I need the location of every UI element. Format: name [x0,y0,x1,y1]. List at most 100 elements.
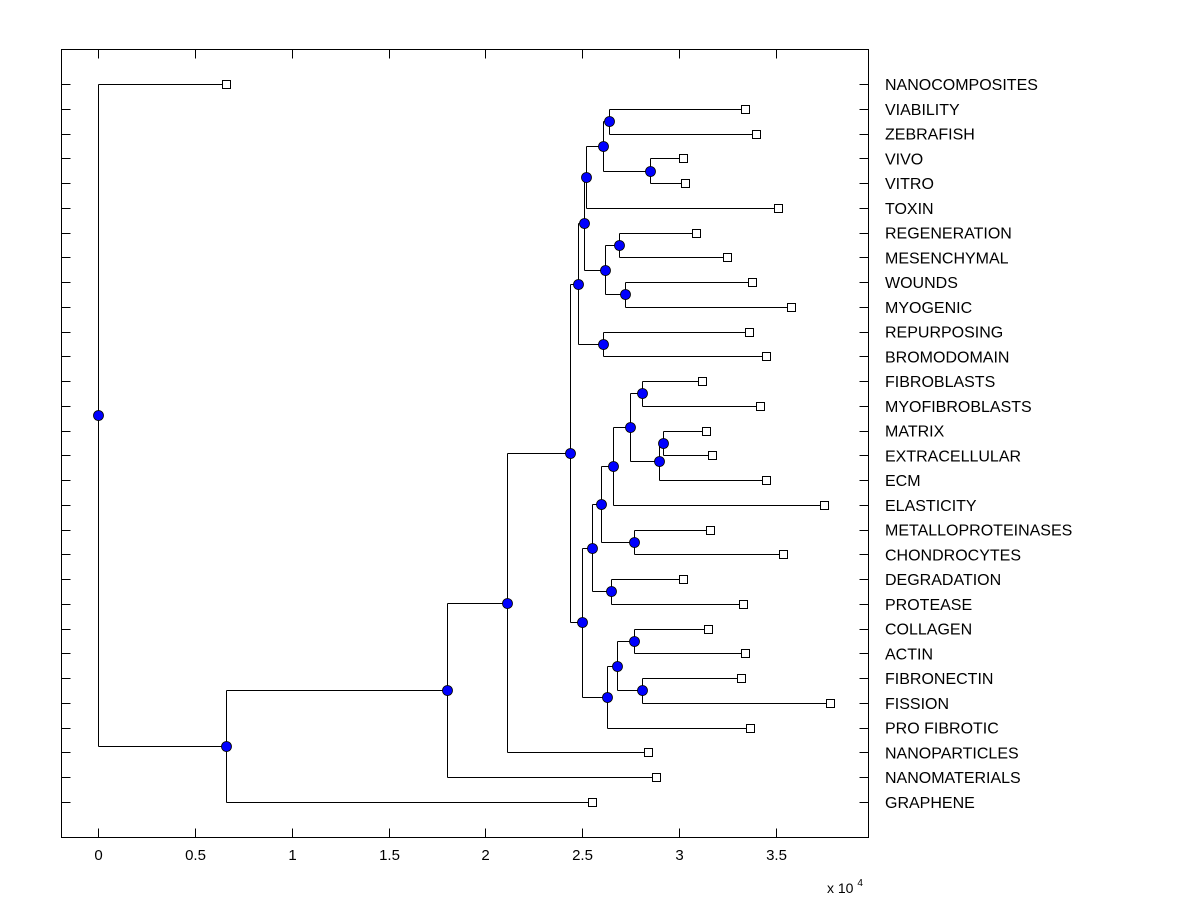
leaf-label: REGENERATION [885,226,1012,243]
leaf-marker [692,229,701,238]
leaf-marker [745,328,754,337]
node-marker [596,499,607,510]
node-marker [600,265,611,276]
leaf-label: COLLAGEN [885,622,972,639]
node-marker [629,636,640,647]
node-marker [654,456,665,467]
leaf-label: WOUNDS [885,275,958,292]
leaf-marker [820,501,829,510]
leaf-label: NANOMATERIALS [885,770,1021,787]
node-marker [620,289,631,300]
leaf-marker [644,748,653,757]
x-tick-label: 3.5 [766,847,787,864]
node-marker [625,422,636,433]
node-marker [502,598,513,609]
leaf-marker [737,674,746,683]
leaf-label: FIBROBLASTS [885,374,995,391]
leaf-marker [698,377,707,386]
leaf-label: MYOGENIC [885,300,972,317]
leaf-label: VIABILITY [885,102,960,119]
leaf-label: MATRIX [885,424,945,441]
leaf-label: ACTIN [885,646,933,663]
leaf-marker [222,80,231,89]
node-marker [579,218,590,229]
leaf-label: REPURPOSING [885,325,1003,342]
leaf-marker [741,649,750,658]
node-marker [221,741,232,752]
x-multiplier-exponent: 4 [857,878,863,889]
x-tick-labels: 0 0.5 1 1.5 2 2.5 3 3.5 [94,847,787,864]
leaf-marker [752,130,761,139]
leaf-marker [826,699,835,708]
x-tick-label: 3 [675,847,683,864]
x-multiplier-base: x 10 [827,880,854,896]
leaf-marker [746,724,755,733]
node-marker [606,586,617,597]
node-marker [612,661,623,672]
node-marker [565,448,576,459]
leaf-label: VITRO [885,176,934,193]
leaf-label: TOXIN [885,201,934,218]
leaf-marker [762,476,771,485]
leaf-label: PROTEASE [885,597,972,614]
node-marker [637,685,648,696]
leaf-label: CHONDROCYTES [885,547,1021,564]
leaf-marker [681,179,690,188]
node-marker [598,339,609,350]
leaf-marker [679,575,688,584]
leaf-label: DEGRADATION [885,572,1001,589]
node-marker [637,388,648,399]
leaf-marker [706,526,715,535]
leaf-marker [723,253,732,262]
node-marker [658,438,669,449]
leaf-label: ZEBRAFISH [885,127,975,144]
node-marker [602,692,613,703]
leaf-marker [774,204,783,213]
node-marker [608,461,619,472]
node-marker [573,279,584,290]
leaf-label: VIVO [885,151,923,168]
node-markers [93,116,669,752]
leaf-marker [652,773,661,782]
leaf-marker [702,427,711,436]
leaf-label: GRAPHENE [885,795,975,812]
node-marker [598,141,609,152]
leaf-markers [222,80,835,807]
x-tick-label: 0 [94,847,102,864]
leaf-label: FIBRONECTIN [885,671,993,688]
node-marker [93,410,104,421]
leaf-marker [779,550,788,559]
leaf-marker [748,278,757,287]
x-tick-label: 2.5 [572,847,593,864]
x-tick-label: 0.5 [185,847,206,864]
leaf-marker [739,600,748,609]
leaf-label: BROMODOMAIN [885,349,1009,366]
node-marker [587,543,598,554]
leaf-marker [708,451,717,460]
x-tick-label: 1.5 [379,847,400,864]
leaf-label: EXTRACELLULAR [885,448,1021,465]
x-tick-label: 2 [481,847,489,864]
node-marker [577,617,588,628]
node-marker [581,172,592,183]
node-marker [645,166,656,177]
leaf-marker [679,154,688,163]
leaf-label: PRO FIBROTIC [885,721,999,738]
leaf-marker [756,402,765,411]
leaf-marker [741,105,750,114]
leaf-label: METALLOPROTEINASES [885,523,1072,540]
leaf-labels: NANOCOMPOSITES VIABILITY ZEBRAFISH VIVO VITR… [885,77,1072,812]
x-multiplier-label: x 10 4 [827,878,863,896]
x-tick-label: 1 [288,847,296,864]
node-marker [604,116,615,127]
leaf-marker [704,625,713,634]
leaf-label: MESENCHYMAL [885,250,1009,267]
leaf-marker [787,303,796,312]
leaf-label: ELASTICITY [885,498,977,515]
leaf-marker [762,352,771,361]
leaf-label: NANOCOMPOSITES [885,77,1038,94]
leaf-label: MYOFIBROBLASTS [885,399,1032,416]
leaf-label: FISSION [885,696,949,713]
node-marker [442,685,453,696]
